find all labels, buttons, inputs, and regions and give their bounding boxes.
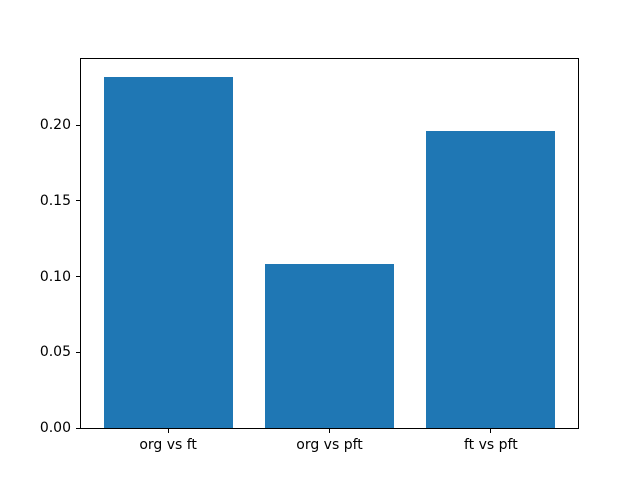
y-tick-label: 0.20 <box>39 117 71 134</box>
bar-ft-vs-pft <box>426 131 556 428</box>
y-tick-label: 0.05 <box>39 344 71 361</box>
plot-area: 0.00 0.05 0.10 0.15 0.20 org vs ft org vs pft f… <box>40 58 579 453</box>
y-tick-mark <box>76 124 80 126</box>
y-tick-label: 0.00 <box>39 420 71 436</box>
x-tick-label: ft vs pft <box>464 437 518 453</box>
y-tick-label: 0.15 <box>39 192 71 209</box>
y-tick-mark <box>76 351 80 353</box>
x-tick-mark <box>329 429 330 433</box>
y-tick-mark <box>76 200 80 202</box>
y-tick-mark <box>76 276 80 278</box>
bar-org-vs-pft <box>264 264 395 428</box>
bar-org-vs-ft <box>103 76 233 428</box>
x-tick-mark <box>490 429 492 433</box>
x-tick-label: org vs pft <box>296 437 363 453</box>
x-tick-label: org vs ft <box>139 437 197 453</box>
x-tick-mark <box>167 429 169 433</box>
y-tick-mark <box>76 427 80 429</box>
y-tick-label: 0.10 <box>39 268 71 285</box>
